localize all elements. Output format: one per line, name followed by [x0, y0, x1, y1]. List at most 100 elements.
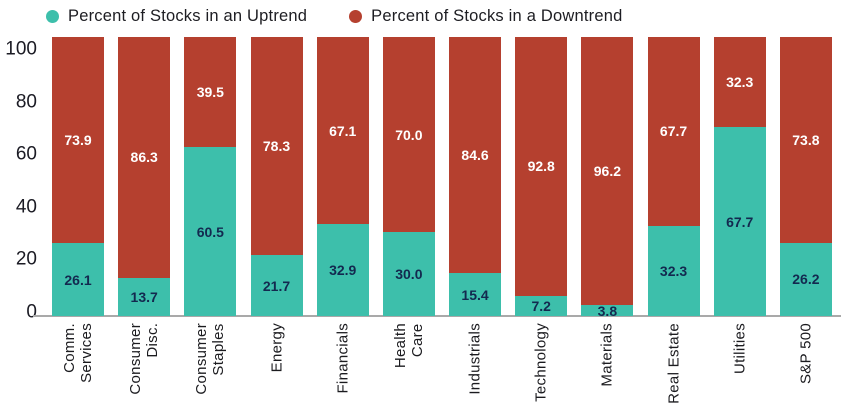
bar-column: 92.8 7.2 Technology	[515, 37, 568, 405]
uptrend-value-label: 26.1	[64, 271, 92, 288]
x-axis-category-label: Financials	[334, 323, 352, 394]
uptrend-value-label: 7.2	[531, 297, 551, 314]
bar-column: 86.3 13.7 Consumer Disc.	[118, 37, 171, 405]
x-axis-category: Comm. Services	[52, 316, 104, 405]
uptrend-value-label: 30.0	[395, 266, 423, 283]
bar-column: 84.6 15.4 Industrials	[449, 37, 502, 405]
bar-column: 96.2 3.8 Materials	[581, 37, 634, 405]
x-axis-category-label: Technology	[532, 323, 550, 402]
y-tick-label: 0	[26, 301, 37, 323]
y-tick-label: 80	[15, 91, 37, 113]
downtrend-segment: 70.0	[382, 37, 435, 233]
stacked-bar: 32.3 67.7	[713, 37, 766, 316]
uptrend-value-label: 60.5	[196, 223, 224, 240]
bar-column: 70.0 30.0 Health Care	[382, 37, 435, 405]
downtrend-value-label: 67.1	[329, 122, 357, 139]
downtrend-segment: 73.9	[52, 37, 104, 244]
x-axis-category: Materials	[581, 316, 633, 405]
uptrend-segment: 60.5	[184, 147, 237, 316]
stacked-bar: 84.6 15.4	[449, 37, 502, 316]
x-axis-category-label: Comm. Services	[60, 323, 95, 383]
uptrend-segment: 7.2	[515, 295, 568, 316]
x-axis-category: Utilities	[714, 316, 766, 405]
x-axis-category: Financials	[317, 316, 369, 405]
uptrend-segment: 26.1	[52, 243, 104, 316]
uptrend-segment: 26.2	[779, 242, 832, 316]
x-axis-category-label: S&P 500	[797, 323, 815, 385]
x-axis-category: Technology	[515, 316, 567, 405]
chart-legend: Percent of Stocks in an Uptrend Percent …	[46, 4, 622, 28]
bar-column: 73.9 26.1 Comm. Services	[52, 37, 104, 405]
x-axis-category: Real Estate	[648, 316, 700, 405]
downtrend-value-label: 78.3	[262, 138, 291, 155]
x-axis-category-label: Health Care	[391, 323, 426, 369]
uptrend-value-label: 32.9	[329, 262, 357, 279]
uptrend-segment: 21.7	[250, 255, 303, 316]
downtrend-value-label: 39.5	[196, 84, 224, 101]
downtrend-segment: 86.3	[118, 37, 171, 278]
downtrend-segment: 67.1	[316, 37, 369, 225]
downtrend-segment: 84.6	[449, 37, 502, 274]
legend-item-uptrend: Percent of Stocks in an Uptrend	[46, 7, 307, 26]
legend-item-downtrend: Percent of Stocks in a Downtrend	[349, 7, 622, 26]
bar-column: 78.3 21.7 Energy	[250, 37, 303, 405]
uptrend-value-label: 3.8	[597, 302, 618, 319]
downtrend-value-label: 32.3	[726, 74, 754, 91]
y-tick-label: 100	[5, 38, 37, 60]
uptrend-value-label: 67.7	[726, 213, 754, 230]
stacked-bar: 78.3 21.7	[250, 37, 303, 316]
downtrend-value-label: 70.0	[395, 126, 423, 143]
bar-column: 67.1 32.9 Financials	[316, 37, 369, 405]
x-axis-category: S&P 500	[780, 316, 832, 405]
x-axis-category: Consumer Disc.	[118, 316, 170, 405]
x-axis-category-label: Real Estate	[664, 323, 682, 404]
uptrend-value-label: 21.7	[262, 277, 291, 294]
downtrend-value-label: 92.8	[527, 158, 555, 175]
downtrend-segment: 78.3	[250, 37, 303, 256]
downtrend-value-label: 84.6	[461, 147, 489, 164]
uptrend-value-label: 32.3	[659, 262, 688, 279]
stacked-bar: 96.2 3.8	[581, 37, 634, 319]
downtrend-segment: 96.2	[581, 37, 634, 306]
y-tick-label: 20	[15, 248, 37, 270]
x-axis-category: Health Care	[383, 316, 435, 405]
downtrend-segment: 73.8	[779, 37, 832, 243]
uptrend-segment: 15.4	[449, 273, 502, 316]
bar-column: 73.8 26.2 S&P 500	[779, 37, 832, 405]
downtrend-segment: 92.8	[515, 37, 568, 296]
stacked-bar: 92.8 7.2	[515, 37, 568, 316]
uptrend-segment: 13.7	[118, 277, 171, 316]
x-axis-line	[33, 315, 841, 317]
bar-column: 67.7 32.3 Real Estate	[647, 37, 700, 405]
x-axis-category: Energy	[251, 316, 303, 405]
y-tick-label: 40	[15, 196, 37, 218]
downtrend-legend-dot-icon	[349, 9, 363, 23]
x-axis-category-label: Consumer Disc.	[126, 323, 162, 395]
downtrend-value-label: 86.3	[130, 149, 158, 166]
uptrend-segment: 32.9	[316, 224, 369, 316]
uptrend-value-label: 26.2	[792, 271, 820, 288]
bar-column: 32.3 67.7 Utilities	[713, 37, 766, 405]
x-axis-category-label: Materials	[598, 323, 616, 387]
uptrend-segment: 67.7	[713, 127, 766, 316]
downtrend-value-label: 73.9	[64, 132, 92, 149]
stacked-bar: 86.3 13.7	[118, 37, 171, 316]
plot-area: 73.9 26.1 Comm. Services 86.3 13.7 Consumer D…	[52, 37, 832, 405]
stacked-bar: 73.9 26.1	[52, 37, 104, 316]
uptrend-legend-dot-icon	[46, 9, 59, 23]
uptrend-segment: 3.8	[581, 302, 634, 319]
stacked-bar: 39.5 60.5	[184, 37, 237, 316]
x-axis-category-label: Consumer Staples	[193, 323, 228, 395]
x-axis-category: Consumer Staples	[184, 316, 236, 405]
uptrend-value-label: 15.4	[461, 286, 489, 303]
x-axis-category: Industrials	[449, 316, 501, 405]
x-axis-category-label: Utilities	[731, 323, 749, 375]
stacked-bar: 67.1 32.9	[316, 37, 369, 316]
stacked-bar: 70.0 30.0	[382, 37, 435, 316]
bar-column: 39.5 60.5 Consumer Staples	[184, 37, 237, 405]
stacked-bar: 73.8 26.2	[779, 37, 832, 316]
uptrend-legend-label: Percent of Stocks in an Uptrend	[68, 6, 308, 25]
downtrend-value-label: 73.8	[792, 131, 820, 148]
x-axis-category-label: Industrials	[466, 323, 484, 395]
